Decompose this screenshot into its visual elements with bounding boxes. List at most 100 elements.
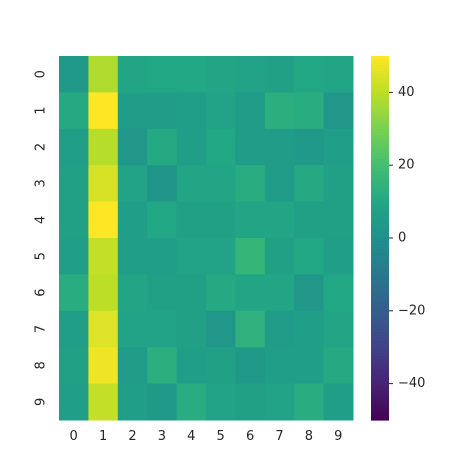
colorbar-segment [371,192,389,197]
heatmap-cell-7-4 [176,310,207,348]
colorbar-segment [371,222,389,227]
heatmap-cell-1-5 [206,92,236,130]
colorbar-segment [371,319,389,324]
colorbar-segment [371,207,389,212]
colorbar-segment [371,238,389,242]
colorbar-segment [371,143,389,148]
heatmap-cell-6-6 [235,274,266,312]
colorbar-segment [371,407,389,412]
heatmap-cell-0-0 [59,56,89,93]
colorbar-segment [371,322,389,327]
colorbar-segment [371,150,389,154]
heatmap-cell-8-5 [206,347,236,385]
heatmap-cell-9-0 [59,383,89,421]
colorbar-segment [371,283,389,288]
colorbar-segment [371,371,389,376]
heatmap-cell-1-7 [264,92,295,130]
colorbar-segment [371,256,389,260]
colorbar-tick-label: 40 [398,85,415,100]
colorbar-segment [371,313,389,318]
heatmap-cell-6-4 [176,274,207,312]
colorbar-segment [371,56,389,60]
heatmap-cell-6-1 [88,274,119,312]
colorbar-segment [371,86,389,90]
colorbar-segment [371,359,389,363]
colorbar-segment [371,89,389,93]
heatmap-cell-4-8 [294,201,325,239]
heatmap-cell-5-9 [323,238,354,275]
y-tick-label-1: 1 [34,106,49,114]
y-axis-tick-labels: 0 1 2 3 4 5 6 7 8 9 [34,70,49,406]
colorbar-segment [371,201,389,206]
heatmap-cell-7-9 [323,310,354,348]
colorbar-segment [371,219,389,224]
colorbar-segment [371,153,389,157]
heatmap-cell-2-3 [147,128,178,166]
heatmap-cell-1-3 [147,92,178,130]
colorbar-segment [371,125,389,130]
heatmap-cell-2-1 [88,128,119,166]
x-tick-label-6: 6 [246,429,254,444]
heatmap-cell-1-2 [117,92,148,130]
heatmap-cell-7-3 [147,310,178,348]
colorbar-segment [371,241,389,245]
colorbar-segment [371,416,389,421]
x-tick-label-2: 2 [128,429,136,444]
colorbar-segment [371,98,389,103]
colorbar-segment [371,156,389,160]
heatmap-cell-8-0 [59,347,89,385]
heatmap-cell-9-9 [323,383,354,421]
colorbar-segment [371,101,389,106]
heatmap-cell-5-6 [235,238,266,275]
colorbar-segment [371,134,389,139]
colorbar-segment [371,107,389,112]
heatmap-cell-1-8 [294,92,325,130]
colorbar-segment [371,250,389,254]
heatmap-cell-4-5 [206,201,236,239]
heatmap-cell-4-4 [176,201,207,239]
colorbar-segment [371,380,389,385]
colorbar-segment [371,140,389,145]
colorbar-tick-labels: 40 20 0 −20 −40 [389,85,425,391]
heatmap-cell-6-8 [294,274,325,312]
colorbar-segment [371,298,389,303]
colorbar-segment [371,395,389,400]
colorbar-segment [371,389,389,394]
colorbar-segment [371,119,389,124]
heatmap-cell-2-5 [206,128,236,166]
colorbar-segment [371,104,389,109]
colorbar-segment [371,398,389,403]
heatmap-cell-2-9 [323,128,354,166]
heatmap-cell-6-7 [264,274,295,312]
heatmap-cell-9-6 [235,383,266,421]
colorbar-segment [371,180,389,184]
colorbar-segment [371,71,389,75]
heatmap-cell-4-0 [59,201,89,239]
heatmap-cell-5-2 [117,238,148,275]
heatmap-cells [59,56,354,421]
x-tick-label-7: 7 [275,429,283,444]
colorbar-segment [371,280,389,285]
y-tick-label-0: 0 [34,70,49,78]
colorbar-segment [371,344,389,348]
colorbar-segment [371,122,389,127]
heatmap-cell-4-1 [88,201,119,239]
colorbar-segment [371,253,389,257]
colorbar-segment [371,59,389,63]
heatmap-cell-3-7 [264,165,295,203]
colorbar-segment [371,62,389,66]
heatmap-cell-7-1 [88,310,119,348]
colorbar-segment [371,262,389,266]
heatmap-cell-9-8 [294,383,325,421]
colorbar-segment [371,128,389,133]
heatmap-cell-0-9 [323,56,354,93]
colorbar-segment [371,210,389,215]
x-tick-label-9: 9 [334,429,342,444]
heatmap-cell-8-8 [294,347,325,385]
colorbar-segment [371,68,389,72]
heatmap-cell-0-4 [176,56,207,93]
colorbar-segment [371,165,389,169]
heatmap-cell-5-1 [88,238,119,275]
heatmap-cell-6-0 [59,274,89,312]
colorbar-segment [371,347,389,351]
